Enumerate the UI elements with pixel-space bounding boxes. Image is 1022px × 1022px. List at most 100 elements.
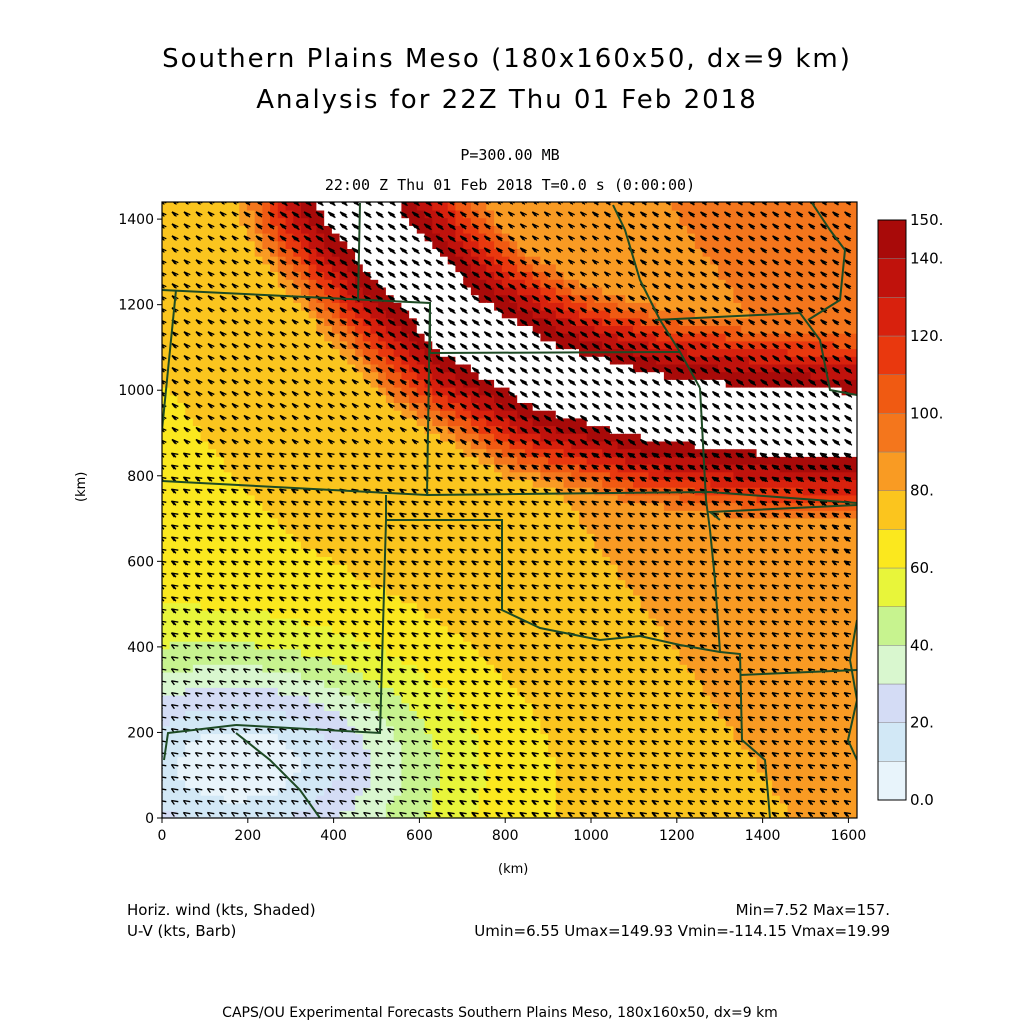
speed-cell: [216, 656, 225, 665]
speed-cell: [331, 633, 341, 642]
speed-cell: [169, 540, 179, 550]
speed-cell: [378, 802, 387, 812]
speed-cell: [324, 379, 333, 388]
speed-cell: [478, 255, 488, 265]
speed-cell: [401, 556, 410, 565]
speed-cell: [262, 425, 271, 434]
speed-cell: [494, 325, 503, 334]
speed-cell: [478, 679, 488, 688]
speed-cell: [486, 255, 495, 265]
speed-cell: [192, 302, 202, 311]
speed-cell: [440, 433, 449, 442]
speed-cell: [524, 417, 534, 427]
speed-cell: [324, 217, 333, 226]
speed-cell: [548, 764, 557, 773]
speed-cell: [393, 517, 403, 527]
speed-cell: [324, 209, 333, 219]
speed-cell: [208, 363, 217, 373]
speed-cell: [177, 456, 186, 465]
speed-cell: [355, 787, 364, 796]
speed-cell: [501, 502, 511, 511]
speed-cell: [162, 787, 171, 796]
speed-cell: [463, 225, 472, 234]
speed-cell: [486, 340, 495, 350]
speed-cell: [239, 217, 248, 226]
speed-cell: [540, 794, 549, 804]
speed-cell: [571, 263, 580, 273]
speed-cell: [401, 625, 410, 634]
speed-cell: [501, 556, 511, 565]
speed-cell: [355, 625, 364, 634]
speed-cell: [293, 764, 302, 773]
speed-cell: [401, 479, 410, 488]
speed-cell: [262, 687, 271, 696]
speed-cell: [424, 648, 434, 658]
speed-cell: [370, 679, 379, 688]
speed-cell: [331, 533, 341, 542]
speed-cell: [347, 664, 356, 673]
speed-cell: [169, 433, 179, 442]
speed-cell: [246, 448, 256, 457]
speed-cell: [339, 332, 349, 342]
speed-cell: [162, 309, 171, 319]
speed-cell: [563, 656, 573, 665]
speed-cell: [409, 656, 418, 665]
speed-cell: [486, 409, 495, 419]
speed-cell: [501, 517, 511, 527]
speed-cell: [540, 433, 549, 442]
speed-cell: [633, 671, 642, 681]
speed-cell: [494, 494, 503, 504]
speed-cell: [293, 471, 302, 480]
speed-cell: [331, 356, 341, 365]
speed-cell: [285, 602, 295, 611]
speed-cell: [239, 371, 248, 380]
speed-cell: [200, 617, 210, 627]
speed-cell: [416, 540, 426, 550]
speed-cell: [424, 456, 434, 465]
speed-cell: [293, 517, 302, 527]
speed-cell: [324, 433, 333, 442]
speed-cell: [347, 232, 356, 242]
speed-cell: [177, 771, 186, 781]
speed-cell: [208, 202, 217, 211]
speed-cell: [254, 779, 264, 788]
speed-cell: [440, 779, 449, 788]
speed-cell: [370, 463, 379, 473]
speed-cell: [308, 363, 318, 373]
speed-cell: [478, 363, 488, 373]
speed-cell: [270, 433, 279, 442]
speed-cell: [509, 710, 518, 719]
speed-cell: [633, 502, 642, 511]
speed-cell: [440, 456, 449, 465]
speed-cell: [424, 794, 434, 804]
speed-cell: [231, 263, 240, 273]
speed-cell: [517, 563, 526, 573]
speed-cell: [216, 563, 225, 573]
speed-cell: [301, 717, 310, 727]
speed-cell: [162, 517, 171, 527]
speed-cell: [494, 309, 503, 319]
speed-cell: [409, 625, 418, 634]
speed-cell: [385, 433, 395, 442]
speed-cell: [185, 486, 194, 496]
speed-cell: [246, 771, 256, 781]
speed-cell: [409, 263, 418, 273]
speed-cell: [370, 694, 379, 704]
speed-cell: [455, 225, 464, 234]
speed-cell: [246, 209, 256, 219]
speed-cell: [524, 648, 534, 658]
speed-cell: [463, 702, 472, 711]
speed-cell: [285, 771, 295, 781]
speed-cell: [455, 402, 464, 411]
speed-cell: [231, 648, 240, 658]
speed-cell: [200, 394, 210, 403]
speed-cell: [478, 332, 488, 342]
speed-cell: [362, 363, 372, 373]
speed-cell: [409, 448, 418, 457]
speed-cell: [293, 563, 302, 573]
speed-cell: [246, 748, 256, 758]
speed-cell: [200, 579, 210, 588]
speed-cell: [455, 610, 464, 619]
speed-cell: [231, 671, 240, 681]
speed-cell: [548, 756, 557, 765]
